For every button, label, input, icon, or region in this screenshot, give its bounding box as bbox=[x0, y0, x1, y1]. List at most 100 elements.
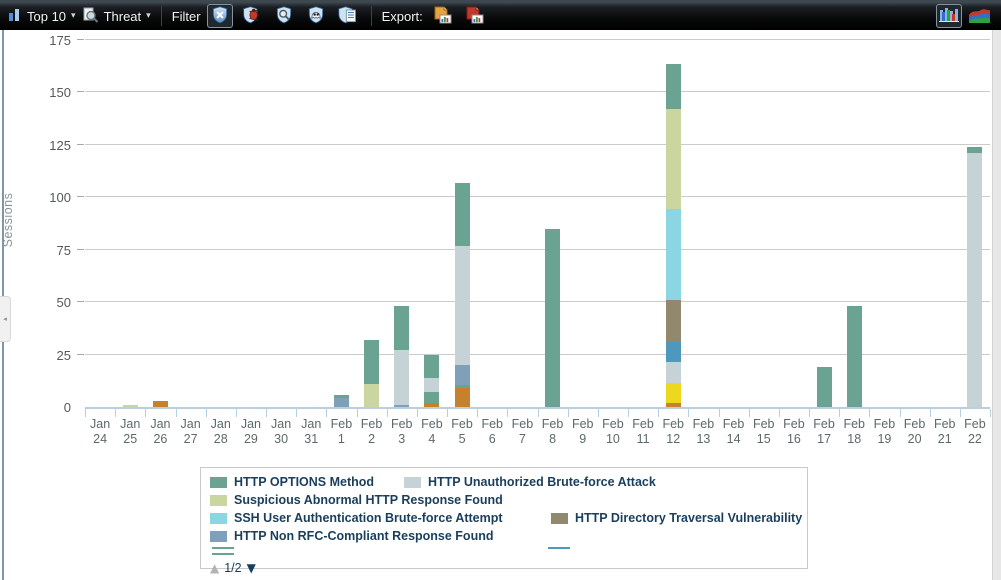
bar-segment-non_rfc[interactable] bbox=[394, 404, 410, 407]
x-tick-label: Feb 3 bbox=[390, 417, 413, 446]
bar-feb-8[interactable] bbox=[545, 228, 561, 407]
top10-dropdown[interactable]: Top 10 ▾ bbox=[8, 8, 76, 25]
legend-swatch bbox=[210, 530, 227, 542]
legend-label: HTTP Directory Traversal Vulnerability bbox=[575, 511, 803, 525]
bar-feb-18[interactable] bbox=[846, 306, 862, 407]
legend-pagination: ▲ 1/2 ▼ bbox=[210, 559, 798, 577]
bar-segment-http_options[interactable] bbox=[424, 354, 440, 378]
bar-feb-4[interactable] bbox=[424, 354, 440, 407]
y-tick-mark bbox=[77, 301, 84, 303]
legend-label: HTTP Non RFC-Compliant Response Found bbox=[234, 529, 494, 543]
x-tick-label: Feb 13 bbox=[692, 417, 715, 446]
x-tick-mark bbox=[778, 409, 780, 417]
bar-segment-http_options[interactable] bbox=[394, 306, 410, 351]
x-tick-label: Feb 2 bbox=[360, 417, 383, 446]
bar-feb-22[interactable] bbox=[967, 146, 983, 407]
bar-segment-non_rfc[interactable] bbox=[454, 365, 470, 385]
bar-segment-other_orange[interactable] bbox=[152, 400, 168, 407]
bar-segment-http_options[interactable] bbox=[846, 306, 862, 407]
x-tick-mark bbox=[658, 409, 660, 417]
x-tick-mark bbox=[296, 409, 298, 417]
bar-feb-12[interactable] bbox=[665, 64, 681, 407]
bar-segment-http_options[interactable] bbox=[665, 64, 681, 110]
legend-partial-swatch bbox=[212, 547, 234, 559]
legend-row: Suspicious Abnormal HTTP Response Found bbox=[210, 491, 798, 509]
bar-segment-http_options[interactable] bbox=[333, 395, 349, 398]
bar-feb-3[interactable] bbox=[394, 306, 410, 407]
filter-shield-spyware-button[interactable] bbox=[303, 4, 329, 28]
bar-feb-2[interactable] bbox=[364, 339, 380, 407]
bar-segment-dir_traversal[interactable] bbox=[665, 300, 681, 342]
bar-segment-suspicious_abnormal[interactable] bbox=[364, 383, 380, 407]
x-tick-mark bbox=[205, 409, 207, 417]
bar-segment-suspicious_abnormal[interactable] bbox=[665, 109, 681, 209]
legend-swatch bbox=[551, 512, 568, 524]
bar-jan-25[interactable] bbox=[122, 404, 138, 407]
x-tick-label: Feb 14 bbox=[722, 417, 745, 446]
bar-feb-1[interactable] bbox=[333, 395, 349, 407]
legend-item: HTTP Directory Traversal Vulnerability bbox=[551, 511, 802, 525]
x-tick-label: Jan 26 bbox=[150, 417, 171, 446]
y-tick-label: 0 bbox=[63, 400, 71, 415]
bar-segment-http_options[interactable] bbox=[545, 228, 561, 407]
export-csv-icon bbox=[432, 5, 452, 28]
x-tick-mark bbox=[959, 409, 961, 417]
bar-segment-suspicious_abnormal[interactable] bbox=[122, 404, 138, 407]
filter-shield-file-button[interactable] bbox=[335, 4, 361, 28]
x-tick-mark bbox=[356, 409, 358, 417]
bar-segment-http_unauthorized[interactable] bbox=[394, 350, 410, 405]
bar-segment-http_options[interactable] bbox=[454, 385, 470, 389]
bar-segment-http_options[interactable] bbox=[816, 367, 832, 407]
threat-dropdown[interactable]: Threat ▾ bbox=[82, 7, 151, 26]
area-chart-view-icon bbox=[969, 6, 991, 27]
bar-segment-http_unauthorized[interactable] bbox=[665, 361, 681, 383]
y-tick-mark bbox=[77, 196, 84, 198]
y-tick-mark bbox=[77, 143, 84, 145]
filter-shield-search-button[interactable] bbox=[271, 4, 297, 28]
legend-page-indicator: 1/2 bbox=[224, 561, 242, 575]
x-tick-label: Feb 7 bbox=[511, 417, 534, 446]
bar-segment-http_unauthorized[interactable] bbox=[424, 377, 440, 393]
bar-segment-http_unauthorized[interactable] bbox=[454, 245, 470, 366]
toolbar: Top 10 ▾ Threat ▾ Filter bbox=[0, 0, 1001, 30]
export-pdf-button[interactable] bbox=[461, 4, 487, 28]
legend-page-up-icon[interactable]: ▲ bbox=[210, 561, 220, 575]
bar-feb-17[interactable] bbox=[816, 367, 832, 407]
x-tick-label: Feb 6 bbox=[481, 417, 503, 446]
bar-feb-5[interactable] bbox=[454, 182, 470, 407]
legend-swatch bbox=[210, 512, 227, 524]
vertical-scrollbar[interactable] bbox=[992, 30, 1001, 580]
legend-item: HTTP Non RFC-Compliant Response Found bbox=[210, 529, 493, 543]
bar-segment-other_blue[interactable] bbox=[665, 342, 681, 362]
bar-segment-http_options[interactable] bbox=[364, 339, 380, 384]
x-tick-mark bbox=[326, 409, 328, 417]
bar-chart-view-button[interactable] bbox=[936, 4, 962, 28]
gridline bbox=[85, 248, 990, 250]
panel-collapse-handle[interactable]: ◂ bbox=[0, 296, 11, 342]
bar-chart-icon bbox=[8, 8, 22, 25]
bar-jan-26[interactable] bbox=[152, 400, 168, 407]
bar-segment-ssh_bruteforce[interactable] bbox=[665, 208, 681, 301]
x-tick-label: Feb 15 bbox=[752, 417, 775, 446]
legend-page-down-icon[interactable]: ▼ bbox=[246, 561, 256, 575]
x-tick-label: Feb 20 bbox=[903, 417, 926, 446]
area-chart-view-button[interactable] bbox=[967, 4, 993, 28]
legend-row: HTTP Non RFC-Compliant Response Found bbox=[210, 527, 798, 545]
y-tick-mark bbox=[77, 91, 84, 93]
bar-segment-non_rfc[interactable] bbox=[333, 397, 349, 407]
bar-segment-http_options[interactable] bbox=[454, 182, 470, 246]
bar-segment-http_options[interactable] bbox=[424, 392, 440, 403]
bar-segment-other_yellow[interactable] bbox=[665, 382, 681, 403]
y-tick-label: 25 bbox=[56, 347, 71, 363]
bar-segment-http_unauthorized[interactable] bbox=[967, 153, 983, 407]
bar-segment-other_orange[interactable] bbox=[665, 402, 681, 407]
y-tick-label: 150 bbox=[49, 85, 71, 101]
bar-segment-other_orange[interactable] bbox=[454, 388, 470, 407]
chevron-down-icon: ▾ bbox=[146, 11, 151, 21]
filter-shield-block-button[interactable] bbox=[206, 4, 233, 28]
filter-shield-bug-button[interactable] bbox=[239, 4, 265, 28]
x-tick-label: Feb 10 bbox=[602, 417, 624, 446]
export-csv-button[interactable] bbox=[429, 4, 455, 28]
bar-segment-http_options[interactable] bbox=[967, 146, 983, 154]
bar-segment-other_orange[interactable] bbox=[424, 402, 440, 407]
